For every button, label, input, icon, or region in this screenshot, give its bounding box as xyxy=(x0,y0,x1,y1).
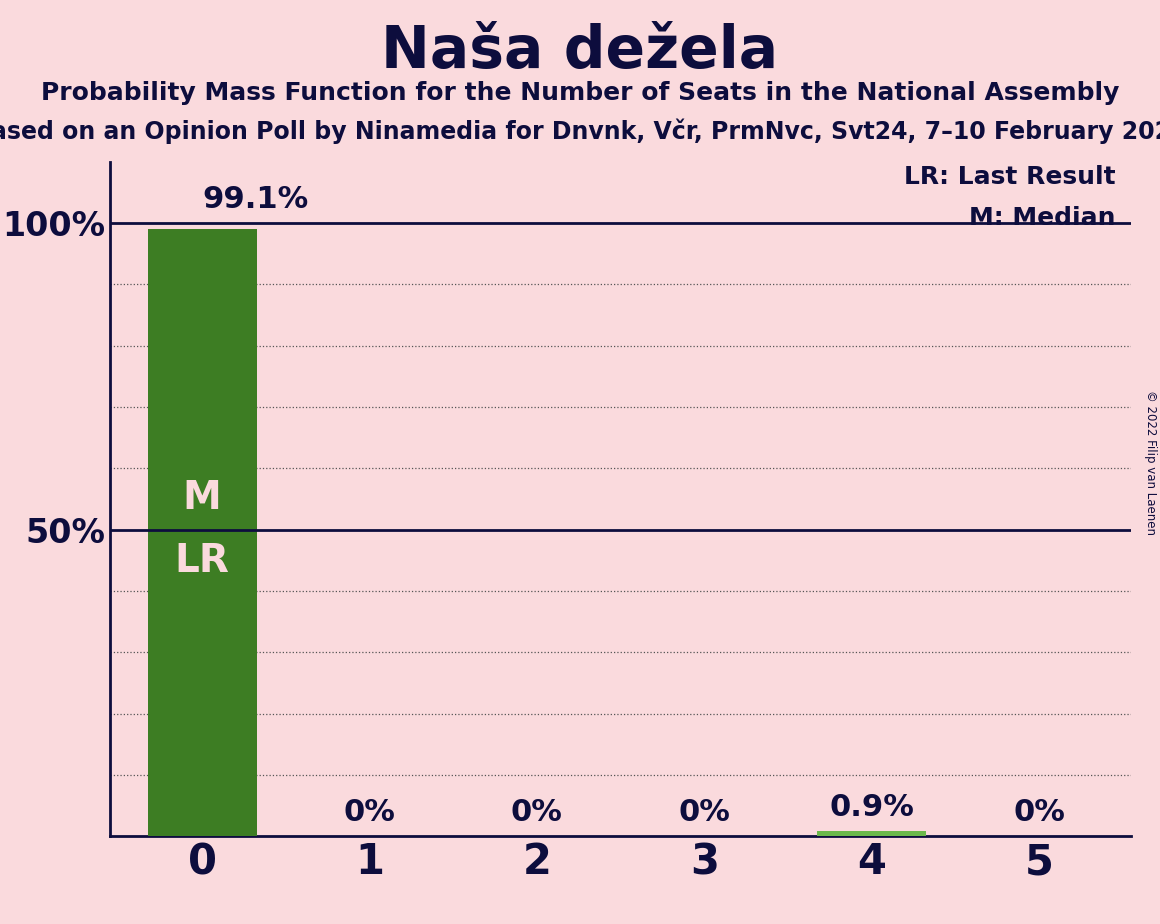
Text: LR: Last Result: LR: Last Result xyxy=(904,165,1116,189)
Text: M: Median: M: Median xyxy=(970,205,1116,229)
Text: Based on an Opinion Poll by Ninamedia for Dnvnk, Včr, PrmNvc, Svt24, 7–10 Februa: Based on an Opinion Poll by Ninamedia fo… xyxy=(0,118,1160,144)
Text: 0%: 0% xyxy=(1013,798,1065,827)
Text: LR: LR xyxy=(175,541,230,580)
Text: 0.9%: 0.9% xyxy=(829,793,914,821)
Text: © 2022 Filip van Laenen: © 2022 Filip van Laenen xyxy=(1144,390,1157,534)
Text: 99.1%: 99.1% xyxy=(202,185,309,213)
Text: 0%: 0% xyxy=(343,798,396,827)
Text: 0%: 0% xyxy=(512,798,563,827)
Text: Probability Mass Function for the Number of Seats in the National Assembly: Probability Mass Function for the Number… xyxy=(41,81,1119,105)
Text: Naša dežela: Naša dežela xyxy=(382,23,778,80)
Bar xyxy=(818,831,926,836)
Text: 0%: 0% xyxy=(679,798,730,827)
Text: M: M xyxy=(183,480,222,517)
Bar xyxy=(147,228,256,836)
